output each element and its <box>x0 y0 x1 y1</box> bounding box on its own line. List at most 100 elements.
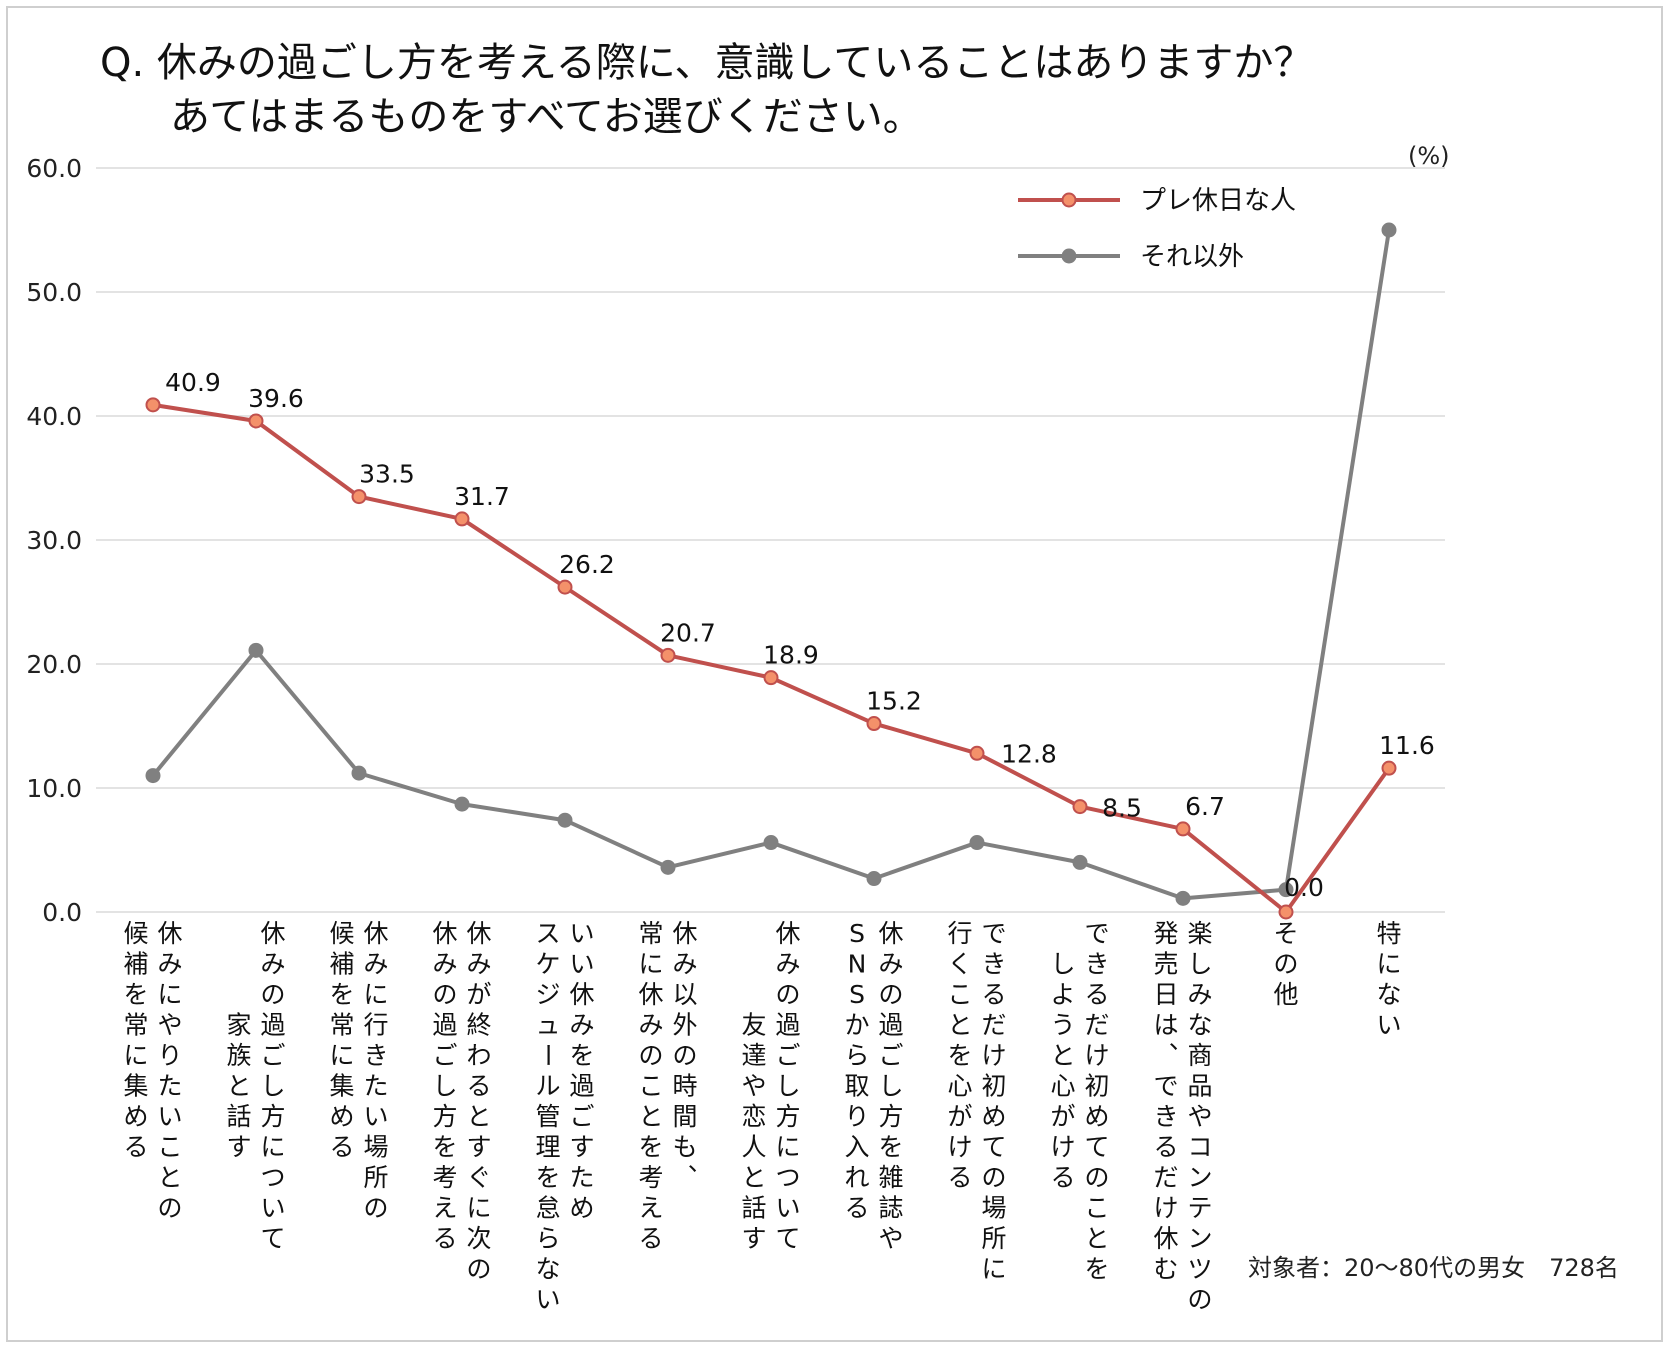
x-category-glyph: と <box>1084 1224 1109 1253</box>
x-category-glyph: 所 <box>363 1163 388 1192</box>
x-category-glyph: め <box>329 1102 354 1131</box>
series-point <box>248 413 264 429</box>
series-point <box>1278 904 1294 920</box>
x-category-glyph: め <box>981 1102 1006 1131</box>
x-category-glyph: え <box>432 1194 457 1223</box>
x-category-glyph: め <box>1084 1102 1109 1131</box>
x-category-glyph: き <box>1084 950 1109 979</box>
x-category-glyph: の <box>1187 1285 1212 1314</box>
x-category-glyph: 過 <box>775 1011 800 1040</box>
x-category-glyph: に <box>1376 950 1401 979</box>
x-category-glyph: い <box>535 1285 560 1314</box>
x-category-glyph: け <box>981 1041 1006 1070</box>
x-category-glyph: よ <box>1050 980 1075 1009</box>
x-category-glyph: る <box>329 1133 354 1162</box>
x-category-glyph: る <box>1153 1133 1178 1162</box>
x-category-glyph: す <box>466 1133 491 1162</box>
x-category-glyph: ル <box>535 1072 560 1101</box>
x-category-glyph: い <box>775 1194 800 1223</box>
x-category-glyph: の <box>363 1194 388 1223</box>
x-category-glyph: る <box>638 1224 663 1253</box>
x-category-glyph: も <box>672 1133 697 1162</box>
x-category-glyph: 場 <box>363 1133 388 1162</box>
x-category-glyph: み <box>1187 980 1212 1009</box>
x-category-glyph: る <box>1084 980 1109 1009</box>
series-point <box>763 835 779 851</box>
x-category-glyph: し <box>878 1072 903 1101</box>
y-tick-label: 30.0 <box>26 526 82 555</box>
x-category-glyph: が <box>947 1102 972 1131</box>
x-category-glyph: れ <box>844 1163 869 1192</box>
x-category-glyph: N <box>848 950 867 979</box>
x-category-glyph: と <box>226 1072 251 1101</box>
x-category-glyph: 休 <box>878 919 903 948</box>
x-category-glyph: を <box>947 1041 972 1070</box>
x-category-glyph: 次 <box>466 1224 491 1253</box>
series-point <box>1381 222 1397 238</box>
x-category-glyph: み <box>157 950 182 979</box>
x-category-glyph: 品 <box>1187 1072 1212 1101</box>
x-category-glyph: 候 <box>123 919 148 948</box>
x-category-glyph: S <box>849 919 865 948</box>
x-category-glyph: ら <box>844 1041 869 1070</box>
x-category-glyph: 日 <box>1153 980 1178 1009</box>
x-category-glyph: 雑 <box>878 1163 903 1192</box>
x-category-glyph: く <box>947 950 972 979</box>
x-category-glyph: 所 <box>981 1224 1006 1253</box>
y-tick-label: 50.0 <box>26 278 82 307</box>
x-category-glyph: 終 <box>466 1011 491 1040</box>
series-point <box>969 835 985 851</box>
x-category-glyph: な <box>535 1255 560 1284</box>
x-category-glyph: 売 <box>1153 950 1178 979</box>
series-point <box>1072 799 1088 815</box>
x-category-glyph: で <box>1084 919 1109 948</box>
series-point <box>145 768 161 784</box>
x-category-glyph: 行 <box>947 919 972 948</box>
x-category-glyph: 常 <box>123 1011 148 1040</box>
x-category-glyph: み <box>672 950 697 979</box>
x-category-glyph: に <box>638 950 663 979</box>
x-category-glyph: 休 <box>157 919 182 948</box>
x-category-glyph: ー <box>533 1042 562 1067</box>
x-category-glyph: し <box>1050 950 1075 979</box>
data-label: 33.5 <box>359 460 415 489</box>
x-category-glyph: 初 <box>1084 1072 1109 1101</box>
x-category-glyph: み <box>260 950 285 979</box>
x-category-glyph: だ <box>1084 1011 1109 1040</box>
x-category-glyph: つ <box>260 1163 285 1192</box>
x-category-glyph: た <box>363 1072 388 1101</box>
x-category-glyph: 休 <box>638 980 663 1009</box>
x-category-glyph: 恋 <box>741 1102 766 1131</box>
series-point <box>866 871 882 887</box>
data-label: 0.0 <box>1284 873 1324 902</box>
y-tick-label: 40.0 <box>26 402 82 431</box>
x-category-glyph: 家 <box>226 1011 251 1040</box>
series-point <box>557 579 573 595</box>
x-category-glyph: み <box>569 1011 594 1040</box>
x-category-glyph: を <box>878 1133 903 1162</box>
x-category-glyph: え <box>638 1194 663 1223</box>
x-category-glyph: 休 <box>672 919 697 948</box>
x-category-glyph: ュ <box>535 1011 560 1040</box>
x-category-glyph: の <box>981 1163 1006 1192</box>
x-category-glyph: の <box>1084 1163 1109 1192</box>
series-point <box>248 642 264 658</box>
x-category-glyph: 誌 <box>878 1194 903 1223</box>
x-category-glyph: こ <box>638 1072 663 1101</box>
x-category-glyph: に <box>157 980 182 1009</box>
x-category-glyph: 心 <box>1050 1072 1075 1101</box>
x-category-glyph: の <box>672 1041 697 1070</box>
x-category-glyph: る <box>1050 1163 1075 1192</box>
x-category-glyph: S <box>849 980 865 1009</box>
legend-label: それ以外 <box>1140 242 1244 272</box>
x-category-glyph: を <box>432 1133 457 1162</box>
x-category-glyph: に <box>260 1133 285 1162</box>
x-category-glyph: る <box>981 980 1006 1009</box>
x-category-glyph: め <box>123 1102 148 1131</box>
series-point <box>1072 854 1088 870</box>
legend-label: プレ休日な人 <box>1140 186 1296 216</box>
x-category-glyph: す <box>226 1133 251 1162</box>
x-category-glyph: し <box>432 1072 457 1101</box>
x-category-glyph: き <box>1153 1102 1178 1131</box>
x-category-glyph: や <box>1187 1102 1212 1131</box>
